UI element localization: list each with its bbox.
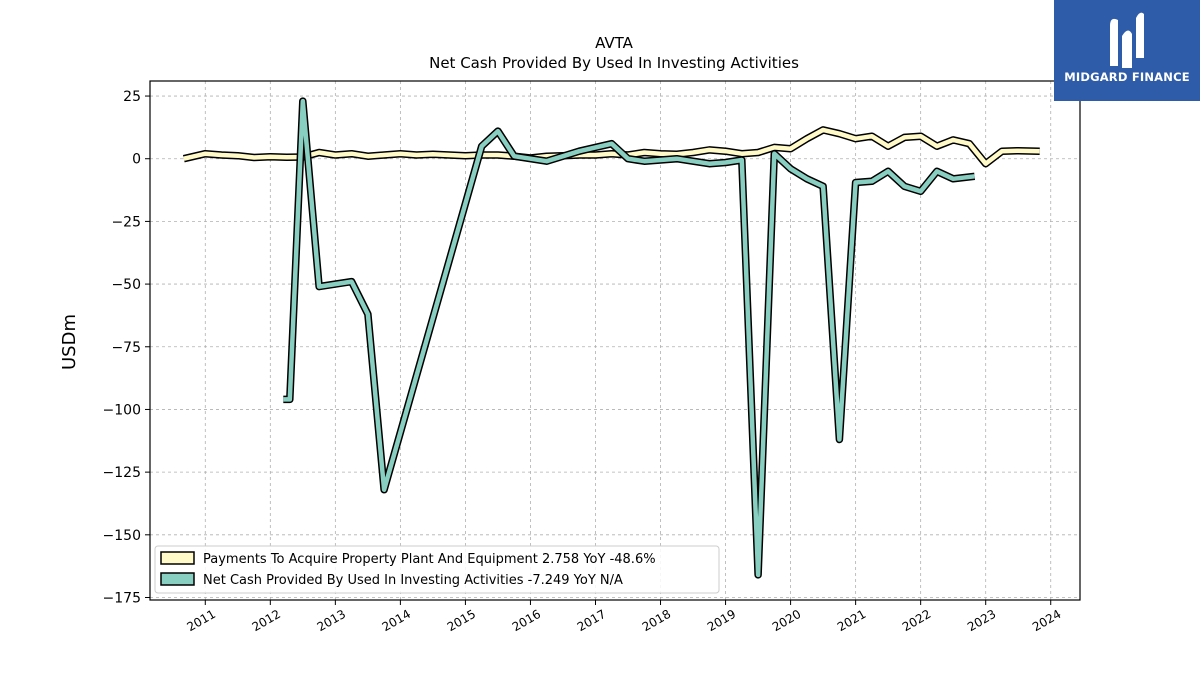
x-tick-label: 2019 (705, 607, 738, 634)
x-tick-label: 2016 (510, 607, 543, 634)
y-axis-label: USDm (59, 314, 80, 370)
x-tick-label: 2021 (835, 607, 868, 634)
brand-name: MIDGARD FINANCE (1064, 70, 1190, 84)
chart-title: AVTA (595, 34, 634, 52)
x-tick-label: 2020 (770, 607, 803, 634)
legend-entry-capex: Payments To Acquire Property Plant And E… (203, 552, 656, 567)
x-tick-label: 2017 (575, 607, 608, 634)
series-line-investing-outline (283, 97, 976, 579)
y-tick-label: −150 (103, 528, 141, 544)
series-line-capex (183, 127, 1040, 166)
y-tick-label: −75 (111, 340, 141, 356)
x-tick-label: 2024 (1030, 607, 1063, 634)
y-tick-label: −175 (103, 590, 141, 606)
x-tick-label: 2014 (380, 607, 413, 634)
x-tick-label: 2018 (640, 607, 673, 634)
x-tick-label: 2012 (250, 607, 283, 634)
y-tick-label: −125 (103, 465, 141, 481)
plot-frame (149, 80, 1081, 601)
brand-logo: MIDGARD FINANCE (1054, 0, 1200, 101)
x-tick-label: 2013 (315, 607, 348, 634)
grid (150, 81, 1080, 600)
y-tick-label: −100 (103, 402, 141, 418)
x-tick-label: 2015 (445, 607, 478, 634)
midgard-logo-icon (1110, 12, 1144, 69)
legend-entry-investing: Net Cash Provided By Used In Investing A… (203, 573, 623, 588)
y-tick-label: 0 (132, 152, 141, 168)
legend-swatch-investing (160, 572, 195, 586)
legend-swatch-capex (160, 551, 195, 565)
legend: Payments To Acquire Property Plant And E… (154, 545, 720, 594)
legend-box (154, 545, 720, 594)
x-tick-label: 2011 (185, 607, 218, 634)
y-tick-label: −50 (111, 277, 141, 293)
y-tick-label: −25 (111, 214, 141, 230)
y-tick-label: 25 (123, 89, 141, 105)
x-tick-label: 2022 (900, 607, 933, 634)
series-line-investing (283, 98, 975, 578)
series-lines (182, 97, 1040, 579)
chart-subtitle: Net Cash Provided By Used In Investing A… (429, 54, 799, 72)
x-tick-label: 2023 (965, 607, 998, 634)
